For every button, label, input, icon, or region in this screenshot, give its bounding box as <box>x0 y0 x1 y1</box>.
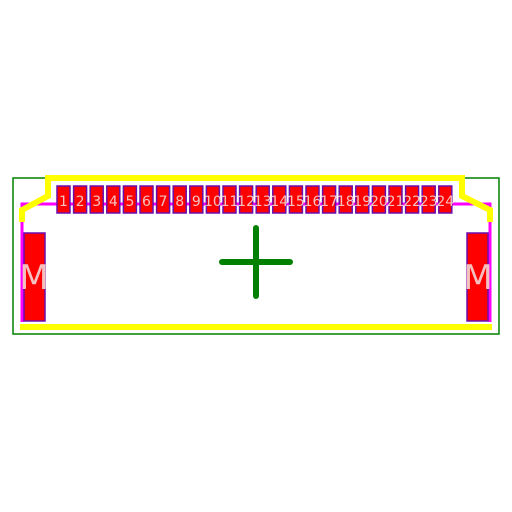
signal-pad-label: 12 <box>237 194 255 210</box>
signal-pad-label: 5 <box>125 194 134 210</box>
signal-pad-label: 21 <box>387 194 405 210</box>
crosshair-plus-icon <box>219 225 293 299</box>
signal-pad-shape <box>139 185 154 214</box>
signal-pad: 12 <box>237 185 255 214</box>
signal-pad-shape <box>321 185 337 214</box>
signal-pad-shape <box>189 185 204 214</box>
signal-pad-label: 14 <box>270 194 288 210</box>
signal-pad-shape <box>355 185 370 214</box>
signal-pad-shape <box>172 185 187 214</box>
signal-pad-shape <box>338 185 353 214</box>
signal-pad-shape <box>222 185 237 214</box>
signal-pad-label: 11 <box>221 194 239 210</box>
signal-pad: 19 <box>353 185 371 214</box>
signal-pad: 18 <box>337 185 355 214</box>
signal-pad-shape <box>421 185 436 214</box>
signal-pad-label: 23 <box>420 194 438 210</box>
signal-pad-shape <box>272 185 287 214</box>
signal-pad-shape <box>438 185 453 214</box>
mount-pad-left-label: M <box>19 258 48 298</box>
signal-pad-label: 2 <box>76 194 85 210</box>
signal-pad-shape <box>89 185 104 214</box>
signal-pad: 21 <box>387 185 405 214</box>
signal-pad: 23 <box>420 185 438 214</box>
signal-pad: 9 <box>189 185 204 214</box>
signal-pad: 1 <box>56 185 71 214</box>
signal-pad: 17 <box>320 185 338 214</box>
signal-pad-shape <box>288 185 304 214</box>
signal-pad-shape <box>205 185 221 214</box>
signal-pad: 24 <box>436 185 454 214</box>
signal-pad-label: 7 <box>159 194 168 210</box>
signal-pad-label: 17 <box>320 194 338 210</box>
signal-pad: 11 <box>221 185 239 214</box>
signal-pad: 14 <box>270 185 288 214</box>
signal-pad-label: 13 <box>254 194 272 210</box>
signal-pad: 15 <box>287 185 305 214</box>
signal-pad: 13 <box>254 185 272 214</box>
signal-pad-shape <box>72 185 88 214</box>
signal-pad-label: 8 <box>175 194 184 210</box>
signal-pad-shape <box>305 185 320 214</box>
signal-pad-label: 1 <box>59 194 68 210</box>
signal-pad-shape <box>238 185 254 214</box>
mount-pad-right-label: M <box>463 258 492 298</box>
signal-pad-shape <box>404 185 420 214</box>
signal-pad: 4 <box>106 185 121 214</box>
signal-pad-shape <box>155 185 171 214</box>
signal-pad-shape <box>371 185 387 214</box>
signal-pad-label: 9 <box>192 194 201 210</box>
signal-pad-label: 19 <box>353 194 371 210</box>
signal-pad: 22 <box>403 185 421 214</box>
signal-pad: 8 <box>172 185 187 214</box>
signal-pad-shape <box>56 185 71 214</box>
signal-pad: 7 <box>155 185 171 214</box>
signal-pad: 20 <box>370 185 388 214</box>
signal-pad: 2 <box>72 185 88 214</box>
signal-pad-label: 22 <box>403 194 421 210</box>
signal-pad-label: 3 <box>92 194 101 210</box>
signal-pad-label: 24 <box>436 194 454 210</box>
signal-pad-label: 10 <box>204 194 222 210</box>
signal-pad: 16 <box>304 185 322 214</box>
signal-pad-shape <box>255 185 270 214</box>
signal-pad: 6 <box>139 185 154 214</box>
signal-pad-label: 4 <box>109 194 118 210</box>
signal-pad-label: 18 <box>337 194 355 210</box>
signal-pad-shape <box>106 185 121 214</box>
silkscreen-outline <box>19 175 493 222</box>
signal-pad-shape <box>122 185 138 214</box>
mount-pad-right: M <box>463 232 493 322</box>
signal-pad: 10 <box>204 185 222 214</box>
signal-pad-label: 16 <box>304 194 322 210</box>
signal-pad-label: 20 <box>370 194 388 210</box>
signal-pad-label: 15 <box>287 194 305 210</box>
signal-pad-shape <box>388 185 403 214</box>
signal-pad: 3 <box>89 185 104 214</box>
signal-pad-label: 6 <box>142 194 151 210</box>
signal-pad: 5 <box>122 185 138 214</box>
mount-pad-left: M <box>19 232 49 322</box>
